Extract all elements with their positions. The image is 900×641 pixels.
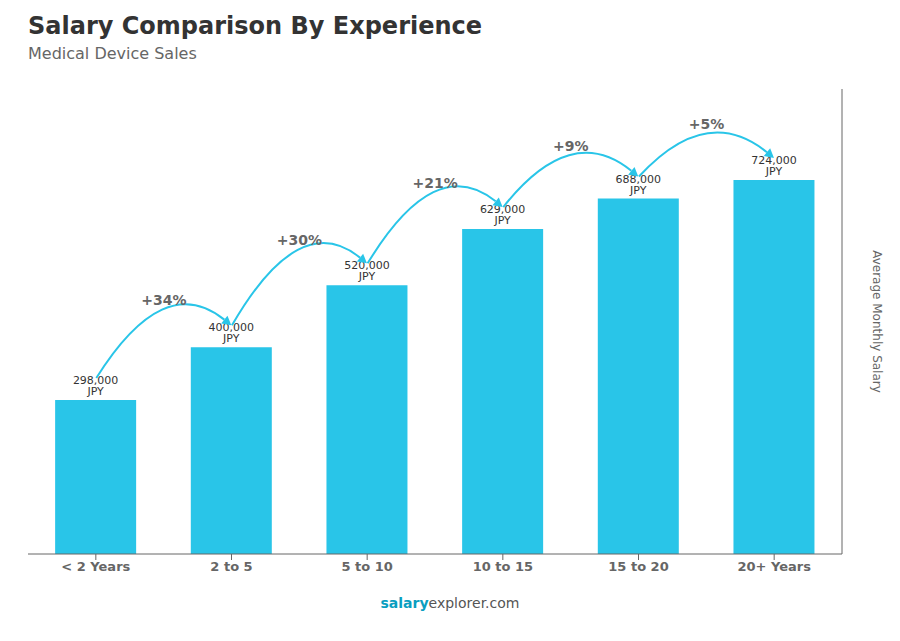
svg-text:520,000JPY: 520,000JPY bbox=[344, 259, 390, 283]
svg-text:724,000JPY: 724,000JPY bbox=[751, 154, 797, 178]
svg-text:+5%: +5% bbox=[689, 116, 725, 132]
svg-text:10 to 15: 10 to 15 bbox=[473, 559, 533, 574]
svg-text:< 2 Years: < 2 Years bbox=[61, 559, 130, 574]
svg-text:+9%: +9% bbox=[553, 138, 589, 154]
html-text:JPY: JPY bbox=[223, 332, 240, 346]
svg-text:298,000JPY: 298,000JPY bbox=[73, 374, 119, 398]
svg-text:2 to 5: 2 to 5 bbox=[210, 559, 252, 574]
svg-text:+34%: +34% bbox=[141, 292, 186, 308]
html-text:salary explorer.com: salary explorer.com bbox=[380, 595, 520, 611]
svg-text:+21%: +21% bbox=[413, 175, 458, 191]
svg-text:688,000JPY: 688,000JPY bbox=[616, 173, 662, 197]
html-text:400,000: 400,000 bbox=[208, 321, 255, 335]
html-text:Medical Device Sales: Medical Device Sales bbox=[28, 44, 197, 63]
svg-text:Average Monthly Salary: Average Monthly Salary bbox=[870, 250, 884, 393]
svg-text:+30%: +30% bbox=[277, 232, 322, 248]
html-text:Salary Comparison By Experienc: Salary Comparison By Experience bbox=[28, 12, 483, 40]
svg-text:15 to 20: 15 to 20 bbox=[608, 559, 668, 574]
svg-text:629,000JPY: 629,000JPY bbox=[480, 203, 526, 227]
svg-text:20+ Years: 20+ Years bbox=[737, 559, 811, 574]
svg-text:5 to 10: 5 to 10 bbox=[341, 559, 392, 574]
